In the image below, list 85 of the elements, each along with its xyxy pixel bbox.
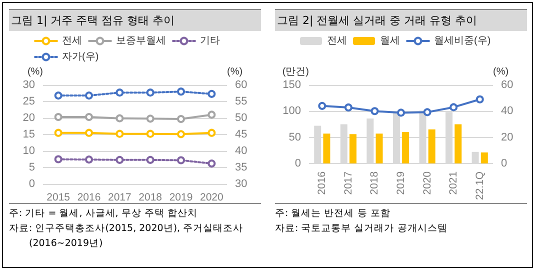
x-tick-label: 2018 [368,171,381,195]
point [318,102,326,110]
text: 자료: 국토교통부 실거래가 공개시스템 [275,222,448,236]
point [177,130,185,138]
point [476,95,484,104]
point [116,156,124,164]
y2-tick-label: 60 [501,79,514,91]
legend-label: 보증부월세 [116,36,166,46]
point [146,156,154,164]
bar [376,134,383,164]
text: 자료: 인구주택총조사(2015, 2020년), 주거실태조사 [9,222,244,236]
bar [402,132,410,164]
legend-label: 전세 [62,36,82,46]
x-tick-label: 22.1Q [474,171,486,200]
y2-tick-label: 40 [235,145,248,157]
point [54,128,62,137]
point [344,103,352,112]
legend-label: 전세 [327,36,347,46]
x-tick-label: 2017 [342,171,354,195]
y-tick-label: 0 [28,178,35,190]
x-tick-label: 2021 [448,171,460,195]
point [85,156,93,164]
x-tick-label: 2020 [421,171,434,195]
y-tick-label: 20 [22,112,35,124]
y-tick-label: 10 [22,145,35,157]
x-tick-label: 2016 [77,192,101,204]
bar [349,134,356,164]
text: 주: 월세는 반전세 등 포함 [275,207,392,221]
x-tick-label: 2019 [169,192,193,204]
y-tick-label: 150 [282,79,301,91]
text: 주: 기타 = 월세, 사글세, 무상 주택 합산치 [9,207,198,221]
point [146,130,154,138]
y2-tick-label: 60 [235,79,248,91]
legend-label: 월세 [380,36,400,46]
y2-axis-title: (%) [227,66,243,78]
legend-label: 기타 [200,36,220,46]
point [397,108,405,117]
bar [323,134,330,164]
y2-axis-title: (%) [493,66,509,78]
point [146,114,154,123]
y2-tick-label: 35 [235,162,248,174]
bar [480,152,488,164]
y2-tick-label: 55 [235,96,248,108]
x-tick-label: 2019 [395,171,407,195]
y-axis-title: (%) [27,66,43,78]
legend-label: 자가(우) [62,52,99,62]
y-tick-label: 30 [22,79,35,91]
point [85,113,93,122]
bar [428,129,436,164]
y-tick-label: 25 [22,96,35,108]
y-axis-title: (만건) [282,66,309,78]
y2-tick-label: 30 [235,178,248,190]
bar [454,124,462,164]
y2-tick-label: 20 [501,131,514,144]
x-tick-label: 2016 [316,171,328,195]
point [116,114,124,122]
chart-title: 그림 2| 전월세 실거래 중 거래 유형 추이 [275,9,527,31]
point [208,128,216,137]
x-tick-label: 2018 [138,192,162,204]
point [177,114,185,123]
y-tick-label: 50 [288,131,301,144]
y-tick-label: 0 [294,157,301,170]
legend-label: 월세비중(우) [434,36,491,46]
point [450,103,458,112]
y2-tick-label: 0 [501,157,508,170]
y2-tick-label: 50 [235,112,248,124]
y-tick-label: 5 [28,162,35,174]
point [116,130,124,138]
point [177,156,185,164]
point [54,113,62,122]
point [85,128,93,137]
y2-tick-label: 40 [501,105,514,118]
x-tick-label: 2017 [108,192,132,204]
chart-title: 그림 1| 거주 주택 점유 형태 추이 [9,9,261,31]
point [208,160,216,168]
point [423,108,432,116]
y-tick-label: 15 [22,128,35,140]
y2-tick-label: 45 [235,128,248,140]
point [208,110,216,119]
x-tick-label: 2020 [200,192,224,204]
y-tick-label: 100 [282,105,301,118]
point [54,155,62,164]
text: (2016~2019년) [28,237,104,251]
x-tick-label: 2015 [46,192,70,204]
point [370,107,379,116]
